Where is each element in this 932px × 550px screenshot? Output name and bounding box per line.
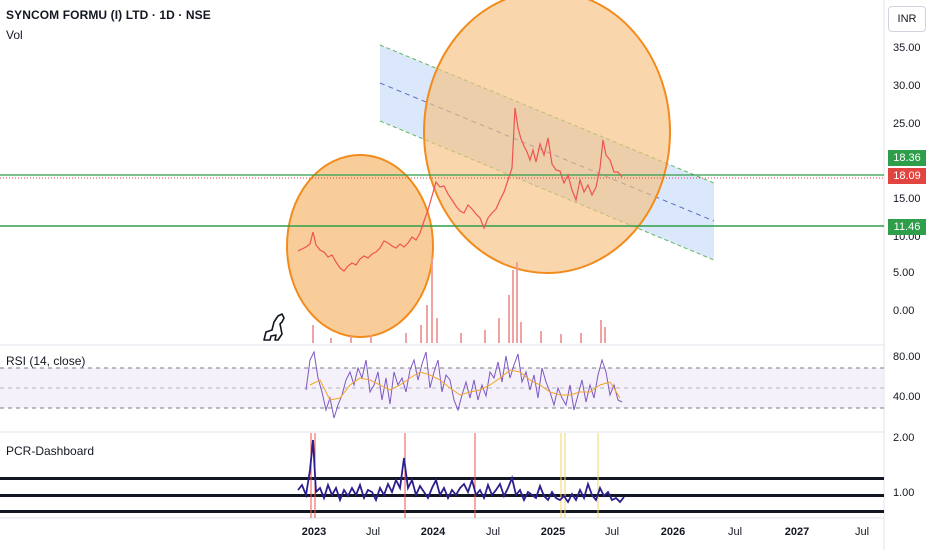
rsi-axis-label: 40.00 [893,391,921,403]
price-series[interactable] [297,107,623,272]
pcr-axis-label: 2.00 [893,432,915,444]
pcr-middle-band [0,494,884,497]
price-axis-label: 5.00 [893,267,915,279]
pcr-line[interactable] [297,439,625,504]
price-tag: 11.46 [888,219,926,235]
price-axis-label: 30.00 [893,80,921,92]
price-tag: 18.36 [888,150,926,166]
currency-button[interactable]: INR [888,6,926,32]
pcr-lower-band [0,510,884,513]
price-axis-label: 25.00 [893,118,921,130]
price-axis-label: 35.00 [893,42,921,54]
price-axis-label: 0.00 [893,305,915,317]
rsi-axis-label: 80.00 [893,351,921,363]
time-axis-label: 2026 [660,526,686,538]
time-axis-label: 2027 [784,526,810,538]
volume-label[interactable]: Vol [6,28,23,42]
price-axis-label: 15.00 [893,193,921,205]
time-axis-label: 2025 [540,526,566,538]
symbol-title[interactable]: SYNCOM FORMU (I) LTD · 1D · NSE [6,8,211,22]
price-tag: 18.09 [888,168,926,184]
rsi-ma-line[interactable] [309,369,621,401]
time-axis-label: 2024 [420,526,446,538]
time-axis-label: Jul [485,526,501,538]
pcr-label[interactable]: PCR-Dashboard [6,444,95,458]
highlight-circle-left[interactable] [286,154,434,338]
channel-lower-line[interactable] [379,120,715,261]
volume-bars [312,258,606,343]
time-axis-label: Jul [727,526,743,538]
time-axis-label: Jul [604,526,620,538]
pcr-signal-marks [310,433,599,518]
rsi-line[interactable] [305,350,623,419]
rsi-label[interactable]: RSI (14, close) [6,354,86,368]
pcr-axis-label: 1.00 [893,487,915,499]
dino-icon [263,313,285,341]
time-axis-label: Jul [854,526,870,538]
time-axis-label: 2023 [301,526,327,538]
highlight-circle-right[interactable] [423,0,671,274]
time-axis-label: Jul [365,526,381,538]
pcr-upper-band [0,477,884,480]
